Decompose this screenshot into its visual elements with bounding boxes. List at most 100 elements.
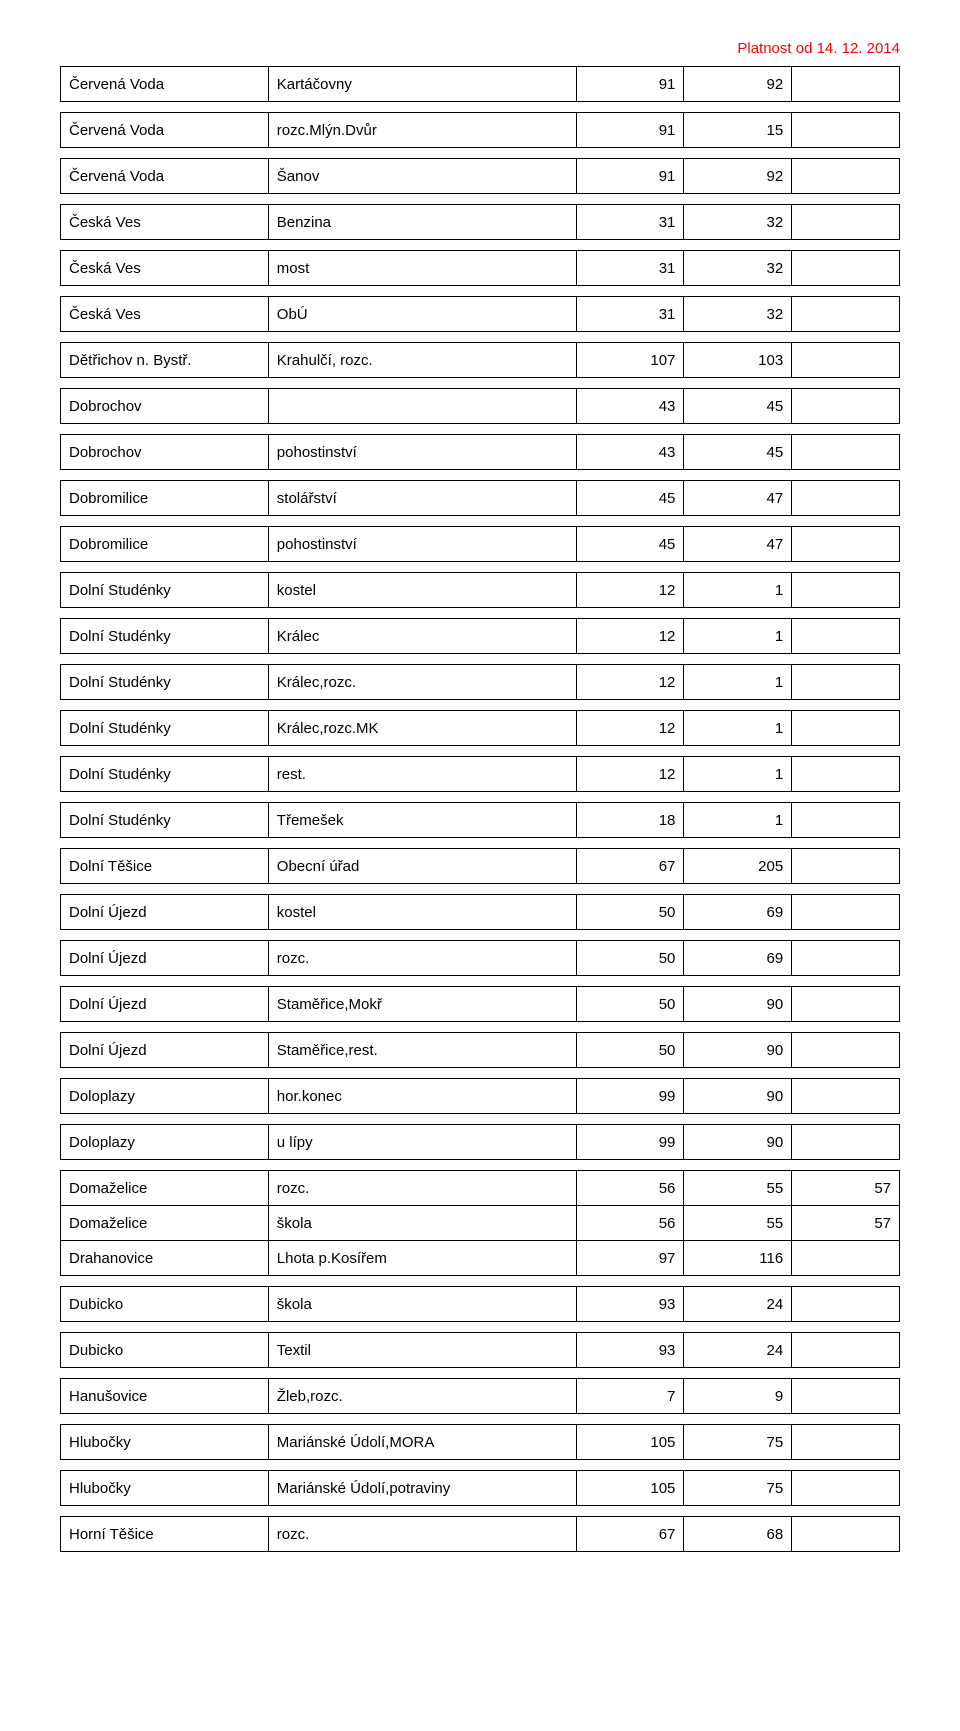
cell-location: Dolní Újezd	[61, 941, 269, 976]
cell-stop: pohostinství	[268, 435, 576, 470]
cell-stop: u lípy	[268, 1125, 576, 1160]
cell-num1: 93	[576, 1287, 684, 1322]
cell-num2: 32	[684, 205, 792, 240]
table-row: Dobrochovpohostinství4345	[61, 435, 900, 470]
cell-stop: pohostinství	[268, 527, 576, 562]
row-gap	[61, 102, 900, 113]
cell-num3	[792, 67, 900, 102]
cell-location: Červená Voda	[61, 67, 269, 102]
cell-num1: 91	[576, 67, 684, 102]
cell-num3	[792, 757, 900, 792]
cell-num2: 45	[684, 389, 792, 424]
table-row: Dolní Újezdkostel5069	[61, 895, 900, 930]
cell-num1: 31	[576, 251, 684, 286]
cell-num2: 47	[684, 527, 792, 562]
cell-location: Dolní Újezd	[61, 895, 269, 930]
cell-num2: 32	[684, 297, 792, 332]
cell-num3	[792, 849, 900, 884]
cell-stop: Králec,rozc.	[268, 665, 576, 700]
cell-num3	[792, 1333, 900, 1368]
table-row: Dolní StudénkyKrálec121	[61, 619, 900, 654]
row-gap	[61, 286, 900, 297]
cell-num1: 12	[576, 619, 684, 654]
cell-num1: 67	[576, 849, 684, 884]
cell-location: Domaželice	[61, 1171, 269, 1206]
table-row: Doloplazyu lípy9990	[61, 1125, 900, 1160]
cell-num2: 55	[684, 1206, 792, 1241]
cell-location: Dolní Újezd	[61, 987, 269, 1022]
cell-location: Dolní Studénky	[61, 803, 269, 838]
cell-num3: 57	[792, 1171, 900, 1206]
cell-num2: 1	[684, 573, 792, 608]
cell-num3	[792, 1033, 900, 1068]
cell-stop: Králec,rozc.MK	[268, 711, 576, 746]
table-row: Červená VodaŠanov9192	[61, 159, 900, 194]
row-gap	[61, 470, 900, 481]
cell-num3	[792, 159, 900, 194]
cell-location: Drahanovice	[61, 1241, 269, 1276]
cell-num2: 68	[684, 1517, 792, 1552]
cell-num3	[792, 527, 900, 562]
table-row: Dolní StudénkyKrálec,rozc.MK121	[61, 711, 900, 746]
cell-num2: 55	[684, 1171, 792, 1206]
cell-num2: 90	[684, 1125, 792, 1160]
cell-num1: 99	[576, 1079, 684, 1114]
row-gap	[61, 608, 900, 619]
cell-num3	[792, 113, 900, 148]
cell-location: Dolní Studénky	[61, 711, 269, 746]
cell-location: Dolní Studénky	[61, 619, 269, 654]
table-row: Dětřichov n. Bystř.Krahulčí, rozc.107103	[61, 343, 900, 378]
cell-num3: 57	[792, 1206, 900, 1241]
row-gap	[61, 1160, 900, 1171]
cell-num2: 75	[684, 1471, 792, 1506]
cell-num3	[792, 1241, 900, 1276]
cell-location: Dobrochov	[61, 435, 269, 470]
table-row: Česká Vesmost3132	[61, 251, 900, 286]
cell-stop: Mariánské Údolí,potraviny	[268, 1471, 576, 1506]
row-gap	[61, 1414, 900, 1425]
row-gap	[61, 1322, 900, 1333]
cell-num1: 12	[576, 573, 684, 608]
cell-location: Dolní Újezd	[61, 1033, 269, 1068]
cell-num3	[792, 1471, 900, 1506]
cell-stop: Žleb,rozc.	[268, 1379, 576, 1414]
cell-num3	[792, 711, 900, 746]
cell-stop: kostel	[268, 573, 576, 608]
cell-stop: Textil	[268, 1333, 576, 1368]
cell-num3	[792, 895, 900, 930]
cell-num1: 12	[576, 711, 684, 746]
cell-num1: 43	[576, 435, 684, 470]
table-row: Domaželiceškola565557	[61, 1206, 900, 1241]
table-row: Horní Těšicerozc.6768	[61, 1517, 900, 1552]
table-row: Dolní ÚjezdStaměřice,Mokř5090	[61, 987, 900, 1022]
cell-location: Hanušovice	[61, 1379, 269, 1414]
cell-location: Dolní Studénky	[61, 757, 269, 792]
cell-num3	[792, 1379, 900, 1414]
cell-stop: Králec	[268, 619, 576, 654]
row-gap	[61, 1114, 900, 1125]
cell-num2: 103	[684, 343, 792, 378]
table-row: Dobromilicestolářství4547	[61, 481, 900, 516]
cell-stop: Kartáčovny	[268, 67, 576, 102]
cell-num1: 105	[576, 1471, 684, 1506]
cell-num1: 12	[576, 757, 684, 792]
cell-num2: 15	[684, 113, 792, 148]
cell-num3	[792, 205, 900, 240]
cell-num1: 45	[576, 527, 684, 562]
cell-stop	[268, 389, 576, 424]
cell-num2: 1	[684, 803, 792, 838]
cell-num1: 50	[576, 895, 684, 930]
cell-num1: 50	[576, 941, 684, 976]
table-row: Dolní ÚjezdStaměřice,rest.5090	[61, 1033, 900, 1068]
cell-location: Dolní Těšice	[61, 849, 269, 884]
cell-stop: Staměřice,rest.	[268, 1033, 576, 1068]
table-row: Česká VesBenzina3132	[61, 205, 900, 240]
cell-num1: 43	[576, 389, 684, 424]
cell-num2: 92	[684, 67, 792, 102]
cell-num3	[792, 297, 900, 332]
cell-num3	[792, 1425, 900, 1460]
document-page: Platnost od 14. 12. 2014 Červená VodaKar…	[0, 0, 960, 1572]
cell-location: Dobrochov	[61, 389, 269, 424]
cell-num2: 90	[684, 987, 792, 1022]
row-gap	[61, 884, 900, 895]
